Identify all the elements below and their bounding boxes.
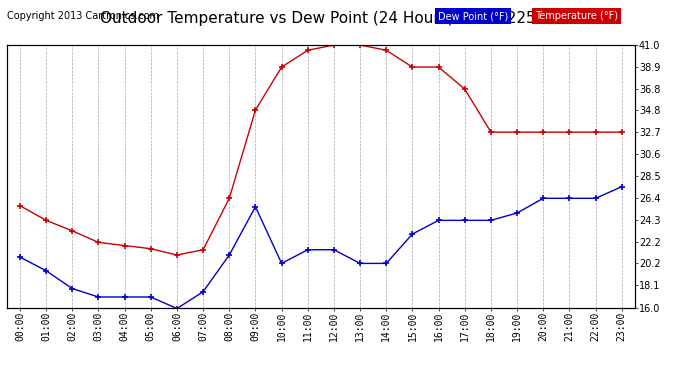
Text: Outdoor Temperature vs Dew Point (24 Hours) 20130225: Outdoor Temperature vs Dew Point (24 Hou… (99, 11, 535, 26)
Text: Temperature (°F): Temperature (°F) (535, 11, 618, 21)
Text: Dew Point (°F): Dew Point (°F) (438, 11, 509, 21)
Text: Copyright 2013 Cartronics.com: Copyright 2013 Cartronics.com (7, 11, 159, 21)
